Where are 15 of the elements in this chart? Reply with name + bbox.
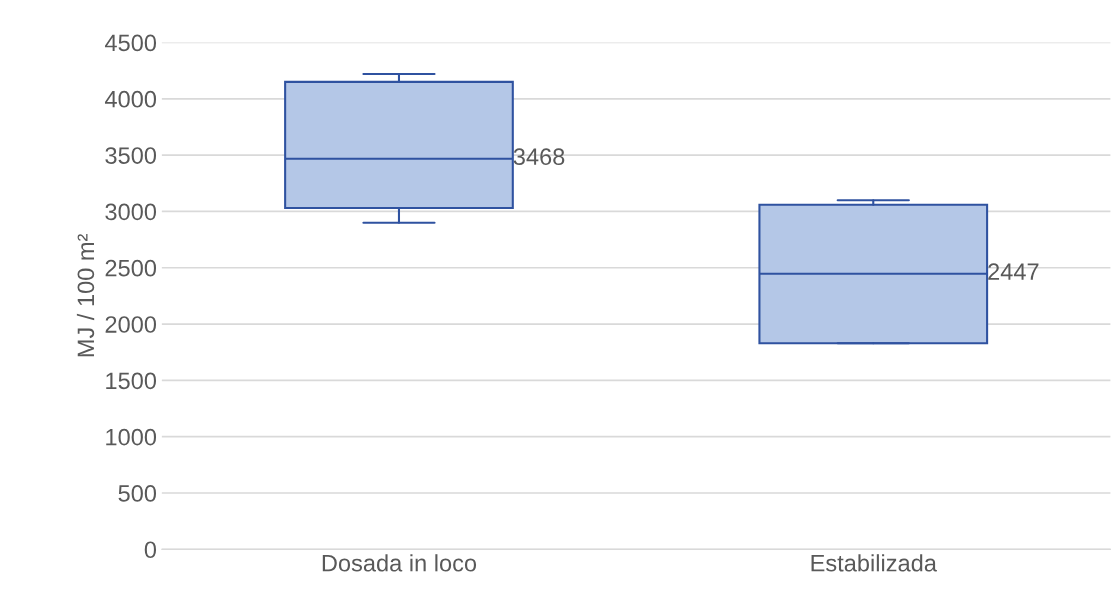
x-tick-label: Dosada in loco <box>322 554 477 572</box>
y-tick-label: 3000 <box>105 203 157 221</box>
y-tick-label: 2000 <box>105 316 157 333</box>
y-tick-label: 1500 <box>106 372 157 390</box>
annotation: 2447 <box>988 263 1039 280</box>
y-tick-label: 0 <box>144 541 157 559</box>
y-tick-label: 3500 <box>105 147 157 164</box>
y-tick-label: 4500 <box>104 34 157 52</box>
annotation: 3468 <box>513 148 565 166</box>
y-tick-label: 500 <box>118 485 157 502</box>
y-tick-label: 2500 <box>105 259 157 277</box>
y-axis-title: MJ / 100 m² <box>76 234 95 357</box>
y-tick-label: 4000 <box>104 90 157 108</box>
y-tick-label: 1000 <box>106 428 157 446</box>
x-tick-label: Estabilizada <box>811 554 937 572</box>
